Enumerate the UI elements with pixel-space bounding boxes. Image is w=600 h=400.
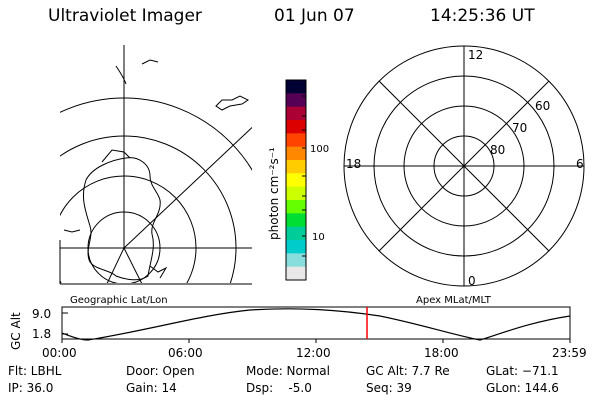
status-dsp: Dsp: -5.0 — [246, 381, 312, 395]
altitude-ytick-1-8: 1.8 — [32, 327, 51, 341]
colorbar-band — [286, 253, 306, 268]
status-seq: Seq: 39 — [366, 381, 412, 395]
altitude-plot-frame — [61, 306, 571, 340]
colorbar-band — [286, 120, 306, 134]
mlt-label-6: 6 — [576, 157, 584, 171]
altitude-ylabel: GC Alt — [9, 312, 23, 350]
colorbar-tick-100: 100 — [310, 144, 329, 155]
colorbar-band — [286, 146, 306, 161]
header-date: 01 Jun 07 — [274, 6, 355, 26]
header-title: Ultraviolet Imager — [48, 6, 202, 26]
colorbar-band — [286, 266, 306, 281]
altitude-xtick-1200: 12:00 — [296, 346, 331, 360]
polar-panel-label: Apex MLat/MLT — [416, 295, 492, 306]
header-time: 14:25:36 UT — [430, 6, 535, 26]
colorbar-band — [286, 200, 306, 214]
colorbar-unit-label: photon cm⁻²s⁻¹ — [267, 147, 281, 240]
geo-panel-label: Geographic Lat/Lon — [70, 295, 168, 306]
colorbar — [286, 80, 306, 281]
mlat-label-60: 60 — [535, 99, 550, 113]
colorbar-band — [286, 133, 306, 148]
mlt-label-0: 0 — [468, 274, 476, 288]
altitude-xtick-0000: 00:00 — [42, 346, 77, 360]
colorbar-band — [286, 106, 306, 121]
status-glat: GLat: −71.1 — [486, 364, 559, 378]
status-mode: Mode: Normal — [246, 364, 330, 378]
colorbar-band — [286, 80, 306, 94]
altitude-xtick-2359: 23:59 — [552, 346, 587, 360]
altitude-xtick-1800: 18:00 — [424, 346, 459, 360]
altitude-plot — [61, 306, 571, 343]
colorbar-band — [286, 226, 306, 241]
colorbar-band — [286, 173, 306, 188]
mlt-label-12: 12 — [468, 48, 483, 62]
status-ip: IP: 36.0 — [8, 381, 54, 395]
colorbar-band — [286, 93, 306, 108]
status-gc-alt: GC Alt: 7.7 Re — [366, 364, 450, 378]
mlat-label-70: 70 — [512, 121, 527, 135]
colorbar-band — [286, 186, 306, 201]
altitude-xtick-0600: 06:00 — [168, 346, 203, 360]
polar-grid — [343, 45, 585, 287]
geo-map — [60, 45, 252, 283]
colorbar-ticks — [302, 95, 306, 257]
status-gain: Gain: 14 — [126, 381, 177, 395]
colorbar-band — [286, 160, 306, 174]
status-glon: GLon: 144.6 — [486, 381, 559, 395]
colorbar-frame — [285, 79, 307, 281]
status-door: Door: Open — [126, 364, 195, 378]
colorbar-band — [286, 240, 306, 254]
mlat-label-80: 80 — [490, 143, 505, 157]
altitude-curve — [61, 308, 571, 341]
colorbar-tick-10: 10 — [312, 232, 325, 243]
colorbar-band — [286, 213, 306, 228]
altitude-ytick-9: 9.0 — [32, 307, 51, 321]
mlt-label-18: 18 — [346, 157, 361, 171]
status-filter: Flt: LBHL — [8, 364, 62, 378]
